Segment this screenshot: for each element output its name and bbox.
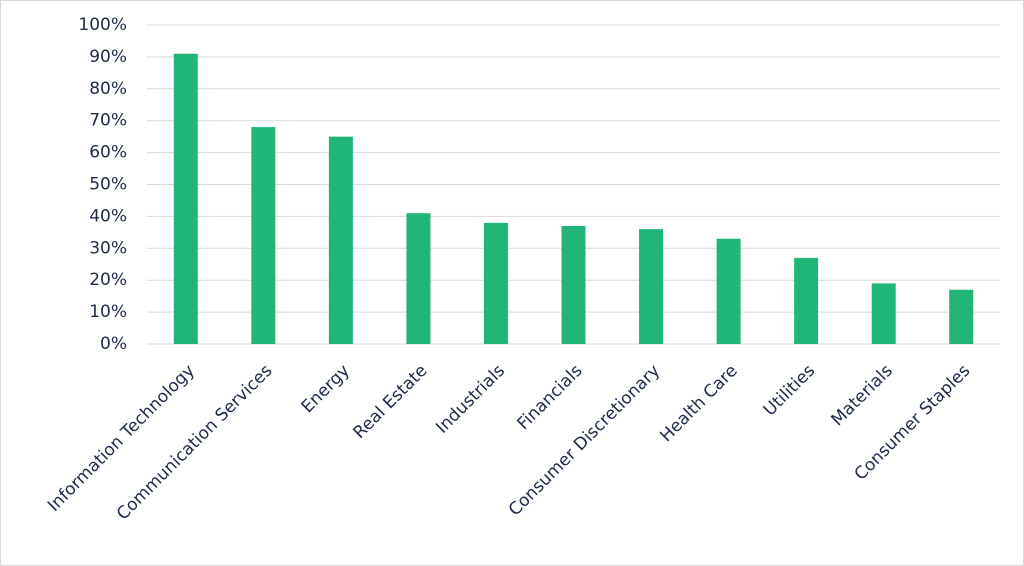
bar xyxy=(406,213,431,344)
y-tick-label: 60% xyxy=(89,143,127,163)
bar xyxy=(871,283,896,344)
bar xyxy=(716,238,741,344)
bar xyxy=(173,53,198,345)
y-tick-label: 70% xyxy=(89,111,127,131)
bar xyxy=(639,229,664,344)
bar xyxy=(483,222,508,344)
bar xyxy=(251,127,276,344)
bar xyxy=(561,225,586,344)
y-tick-label: 100% xyxy=(78,15,127,35)
y-tick-label: 80% xyxy=(89,79,127,99)
y-tick-label: 50% xyxy=(89,175,127,195)
y-tick-label: 10% xyxy=(89,302,127,322)
y-tick-label: 0% xyxy=(100,334,127,354)
bar xyxy=(949,289,974,344)
y-tick-label: 20% xyxy=(89,270,127,290)
bar xyxy=(794,257,819,344)
bar xyxy=(328,136,353,344)
y-tick-label: 90% xyxy=(89,47,127,67)
y-tick-label: 40% xyxy=(89,206,127,226)
y-tick-label: 30% xyxy=(89,238,127,258)
